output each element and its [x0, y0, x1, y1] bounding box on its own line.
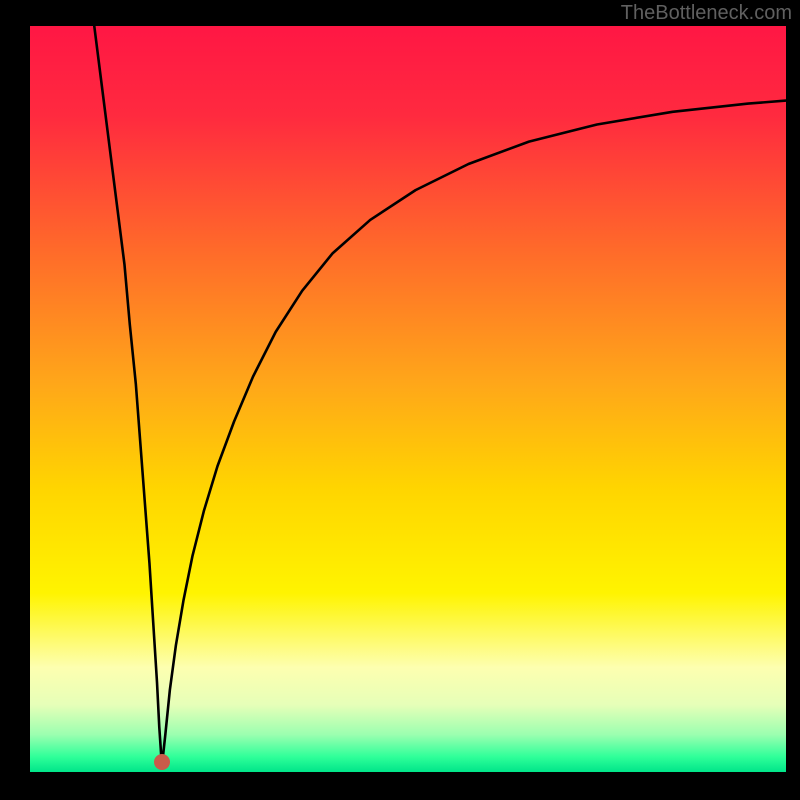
curve-min-marker [154, 754, 170, 770]
bottleneck-curve [30, 26, 786, 772]
plot-area [30, 26, 786, 772]
watermark-text: TheBottleneck.com [621, 2, 792, 25]
